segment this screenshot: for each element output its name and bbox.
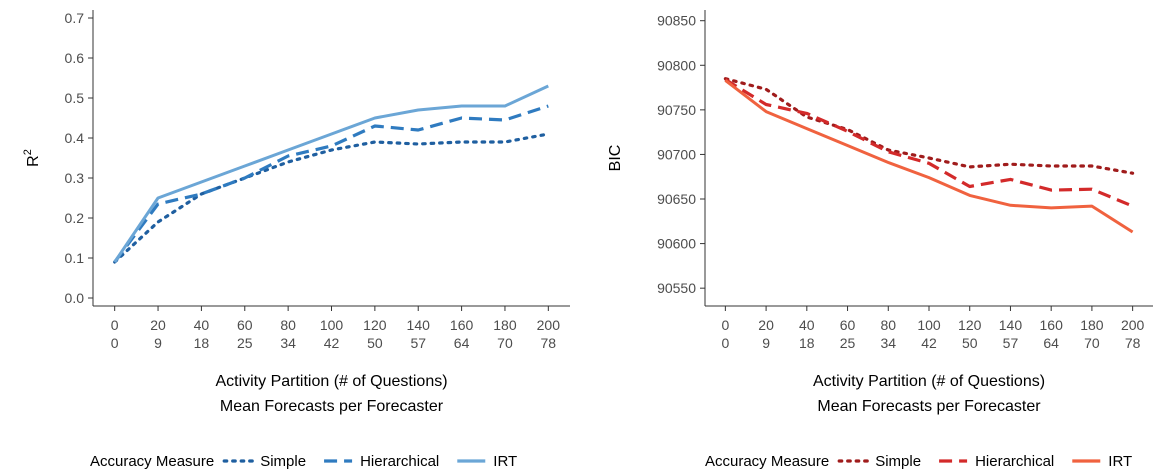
x-tick-label-questions: 40 [194, 317, 210, 333]
legend-label-simple: Simple [875, 453, 921, 470]
chart-panel-2: 90550 90600 90650 90700 90750 90800 90850 0 0 20 9… [607, 10, 1153, 470]
x-tick-label-questions: 140 [407, 317, 431, 333]
x-tick-label-forecasts: 70 [497, 335, 513, 351]
legend-label-irt: IRT [1108, 453, 1132, 470]
y-axis-title: R2 [22, 149, 42, 167]
x-tick-label-questions: 20 [150, 317, 166, 333]
legend-title: Accuracy Measure [705, 453, 829, 470]
y-tick-label: 90600 [657, 236, 696, 252]
x-tick-label-questions: 160 [450, 317, 474, 333]
x-tick-label-questions: 60 [237, 317, 253, 333]
x-tick-label-questions: 20 [758, 317, 774, 333]
x-tick-label-forecasts: 18 [194, 335, 210, 351]
x-tick-label-questions: 80 [280, 317, 296, 333]
y-tick-label: 0.3 [65, 170, 85, 186]
x-tick-label-questions: 0 [721, 317, 729, 333]
x-tick-label-forecasts: 78 [1125, 335, 1141, 351]
x-tick-label-forecasts: 34 [880, 335, 896, 351]
x-tick-label-forecasts: 50 [962, 335, 978, 351]
x-tick-label-questions: 80 [880, 317, 896, 333]
y-tick-label: 0.4 [65, 130, 85, 146]
y-tick-label: 90750 [657, 102, 696, 118]
x-tick-label-questions: 200 [537, 317, 561, 333]
series-line-hierarchical [724, 78, 1134, 208]
x-tick-label-questions: 60 [840, 317, 856, 333]
y-axis-title: BIC [607, 145, 624, 172]
x-tick-label-questions: 0 [111, 317, 119, 333]
y-tick-label: 90650 [657, 191, 696, 207]
x-tick-label-questions: 160 [1040, 317, 1064, 333]
y-tick-label: 0.2 [65, 210, 85, 226]
legend-label-irt: IRT [493, 453, 517, 470]
x-tick-label-questions: 100 [320, 317, 344, 333]
x-tick-label-forecasts: 64 [454, 335, 470, 351]
y-tick-label: 90550 [657, 280, 696, 296]
legend-label-hierarchical: Hierarchical [975, 453, 1054, 470]
x-tick-label-questions: 180 [1080, 317, 1104, 333]
x-tick-label-forecasts: 18 [799, 335, 815, 351]
x-axis-title: Activity Partition (# of Questions) [813, 373, 1045, 390]
y-tick-label: 90700 [657, 146, 696, 162]
x-tick-label-forecasts: 78 [541, 335, 557, 351]
x-tick-label-questions: 200 [1121, 317, 1145, 333]
series-line-simple [723, 77, 1135, 175]
chart-panel-1: 0.0 0.1 0.2 0.3 0.4 0.5 0.6 0.7 0 0 20 9 40 18 60 25 80 3… [22, 10, 570, 470]
legend-label-hierarchical: Hierarchical [360, 453, 439, 470]
x-tick-label-forecasts: 25 [840, 335, 856, 351]
x-tick-label-forecasts: 42 [921, 335, 937, 351]
x-tick-label-questions: 100 [917, 317, 941, 333]
x-tick-label-forecasts: 50 [367, 335, 383, 351]
y-axis-title-superscript: 2 [22, 149, 34, 155]
x-tick-label-forecasts: 0 [721, 335, 729, 351]
x-tick-label-forecasts: 9 [762, 335, 770, 351]
x-tick-label-forecasts: 57 [1003, 335, 1019, 351]
x-axis-title: Activity Partition (# of Questions) [215, 373, 447, 390]
series-line-irt [724, 79, 1134, 234]
x-axis-subtitle: Mean Forecasts per Forecaster [817, 398, 1041, 415]
x-tick-label-forecasts: 42 [324, 335, 340, 351]
legend: Accuracy Measure Simple Hierarchical IRT [705, 453, 1132, 470]
x-axis-subtitle: Mean Forecasts per Forecaster [220, 398, 444, 415]
y-tick-label: 0.5 [65, 90, 85, 106]
x-tick-label-forecasts: 64 [1043, 335, 1059, 351]
y-tick-label: 0.7 [65, 10, 85, 26]
x-tick-label-forecasts: 9 [154, 335, 162, 351]
x-tick-label-questions: 120 [958, 317, 982, 333]
y-tick-label: 0.0 [65, 290, 85, 306]
legend-title: Accuracy Measure [90, 453, 214, 470]
y-tick-label: 0.6 [65, 50, 85, 66]
series-line-hierarchical [113, 104, 549, 263]
x-tick-label-questions: 120 [363, 317, 387, 333]
x-tick-label-questions: 180 [493, 317, 517, 333]
x-tick-label-forecasts: 25 [237, 335, 253, 351]
x-tick-label-questions: 40 [799, 317, 815, 333]
series-line-simple [113, 132, 550, 264]
legend-label-simple: Simple [260, 453, 306, 470]
legend: Accuracy Measure Simple Hierarchical IRT [90, 453, 517, 470]
x-tick-label-forecasts: 34 [280, 335, 296, 351]
x-tick-label-forecasts: 0 [111, 335, 119, 351]
x-tick-label-forecasts: 70 [1084, 335, 1100, 351]
series-line-irt [113, 84, 549, 263]
y-tick-label: 90800 [657, 57, 696, 73]
x-tick-label-questions: 140 [999, 317, 1023, 333]
x-tick-label-forecasts: 57 [410, 335, 426, 351]
y-tick-label: 0.1 [65, 250, 85, 266]
y-tick-label: 90850 [657, 13, 696, 29]
